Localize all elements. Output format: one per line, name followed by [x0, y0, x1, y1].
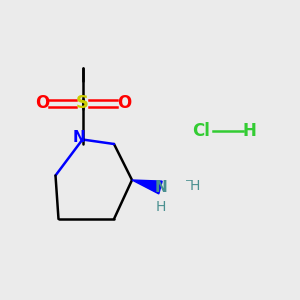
Text: O: O — [35, 94, 49, 112]
Text: S: S — [76, 94, 89, 112]
Text: H: H — [242, 122, 256, 140]
Text: H: H — [190, 179, 200, 193]
Text: Cl: Cl — [192, 122, 210, 140]
Text: N: N — [154, 180, 167, 195]
Polygon shape — [132, 180, 162, 194]
Text: H: H — [155, 200, 166, 214]
Text: N: N — [73, 130, 86, 146]
Text: O: O — [117, 94, 132, 112]
Text: −: − — [184, 176, 193, 186]
